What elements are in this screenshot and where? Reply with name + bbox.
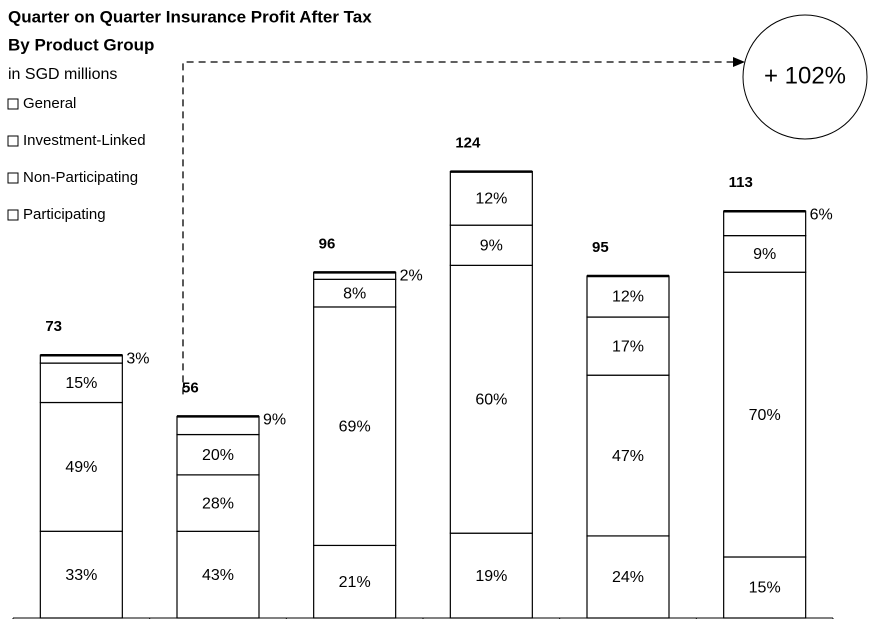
segment-label: 9% xyxy=(263,412,286,429)
bar-segment xyxy=(176,415,260,436)
total-label: 113 xyxy=(729,174,753,191)
bar-segment xyxy=(39,401,123,532)
segment-label: 60% xyxy=(475,391,507,408)
segment-label: 49% xyxy=(65,459,97,476)
bar-segment xyxy=(449,532,533,619)
legend-swatch xyxy=(7,135,19,147)
segment-label: 8% xyxy=(343,285,366,302)
legend-swatch xyxy=(7,172,19,184)
segment-label: 17% xyxy=(612,338,644,355)
bar-segment xyxy=(586,316,670,376)
legend-label: Investment-Linked xyxy=(23,132,146,149)
segment-label: 43% xyxy=(202,567,234,584)
arrow-line xyxy=(182,61,735,395)
bar-segment xyxy=(586,374,670,537)
bar-segment xyxy=(176,474,260,532)
total-label: 96 xyxy=(319,235,336,252)
segment-label: 9% xyxy=(753,246,776,263)
bar-segment xyxy=(723,235,807,273)
segment-label: 12% xyxy=(475,191,507,208)
legend-swatch xyxy=(7,98,19,110)
legend-label: Non-Participating xyxy=(23,169,138,186)
bar-segment xyxy=(313,306,397,547)
legend-label: General xyxy=(23,95,76,112)
bar-segment xyxy=(313,544,397,619)
total-label: 124 xyxy=(455,135,481,152)
arrow-head xyxy=(733,57,745,67)
chart-subtitle: By Product Group xyxy=(8,35,154,54)
total-label: 73 xyxy=(45,318,62,335)
bar-segment xyxy=(449,171,533,226)
bar-segment xyxy=(39,530,123,619)
segment-label: 28% xyxy=(202,495,234,512)
segment-label: 33% xyxy=(65,567,97,584)
segment-label: 6% xyxy=(810,206,833,223)
segment-label: 12% xyxy=(612,289,644,306)
legend-swatch xyxy=(7,209,19,221)
segment-label: 3% xyxy=(126,350,149,367)
bar-segment xyxy=(723,210,807,237)
segment-label: 69% xyxy=(339,418,371,435)
bar-segment xyxy=(723,556,807,619)
bar-segment xyxy=(586,535,670,619)
annotation: + 102% xyxy=(764,62,846,89)
total-label: 56 xyxy=(182,379,199,396)
segment-label: 2% xyxy=(400,268,423,285)
bar-segment xyxy=(449,224,533,266)
bar-segment xyxy=(449,264,533,534)
legend-label: Participating xyxy=(23,206,106,223)
bar-segment xyxy=(176,433,260,476)
segment-label: 21% xyxy=(339,574,371,591)
segment-label: 19% xyxy=(475,568,507,585)
segment-label: 24% xyxy=(612,569,644,586)
bar-segment xyxy=(39,362,123,404)
unit-label: in SGD millions xyxy=(8,66,117,83)
bar-segment xyxy=(176,530,260,619)
segment-label: 47% xyxy=(612,448,644,465)
chart-title: Quarter on Quarter Insurance Profit Afte… xyxy=(8,7,372,26)
bar-segment xyxy=(586,275,670,318)
segment-label: 70% xyxy=(749,407,781,424)
segment-label: 15% xyxy=(749,580,781,597)
segment-label: 15% xyxy=(65,375,97,392)
segment-label: 20% xyxy=(202,447,234,464)
segment-label: 9% xyxy=(480,237,503,254)
annotation-circle xyxy=(742,14,868,140)
total-label: 95 xyxy=(592,239,609,256)
